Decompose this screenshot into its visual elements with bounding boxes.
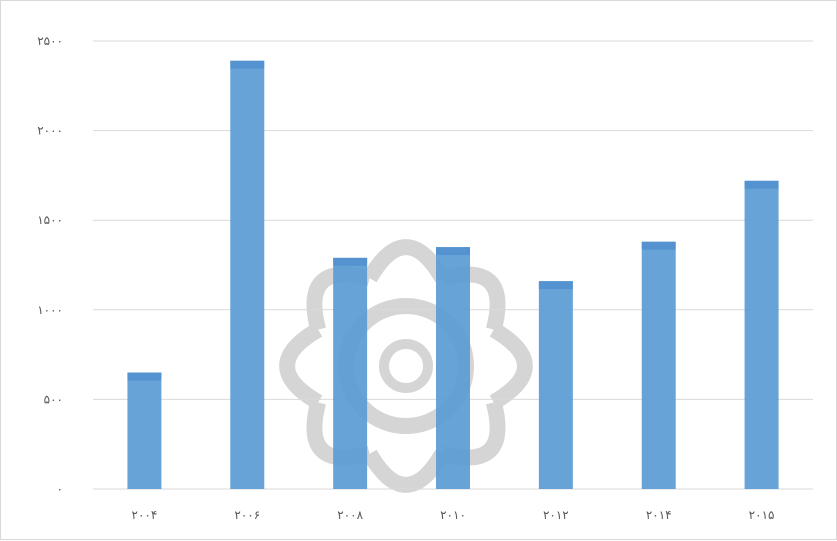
bar-1 xyxy=(230,60,265,489)
watermark-logo xyxy=(279,239,533,493)
watermark-center xyxy=(379,339,433,393)
bar-rect xyxy=(127,372,162,489)
bar-rect xyxy=(641,241,676,489)
y-tick-label: ۲۵۰۰ xyxy=(37,34,63,48)
y-tick-label: ۰ xyxy=(57,482,63,496)
gridlines xyxy=(93,40,813,490)
x-tick-label: ۲۰۱۰ xyxy=(440,508,466,522)
bars xyxy=(127,60,779,489)
bar-top-shade xyxy=(538,281,573,290)
watermark-petal xyxy=(489,322,533,410)
bar-0 xyxy=(127,372,162,489)
bar-rect xyxy=(744,180,779,489)
watermark-petal xyxy=(362,239,450,283)
bar-rect xyxy=(538,281,573,489)
watermark-petal xyxy=(362,449,450,493)
x-tick-label: ۲۰۱۴ xyxy=(646,508,672,522)
bar-5 xyxy=(641,241,676,489)
bar-rect xyxy=(230,60,265,489)
bar-4 xyxy=(538,281,573,489)
watermark-petal xyxy=(279,322,323,410)
y-tick-label: ۲۰۰۰ xyxy=(37,124,63,138)
bar-rect xyxy=(333,257,368,489)
y-tick-label: ۱۰۰۰ xyxy=(37,303,63,317)
bar-top-shade xyxy=(436,247,470,256)
bar-top-shade xyxy=(127,372,162,381)
x-axis-ticks: ۲۰۰۴ ۲۰۰۶ ۲۰۰۸ ۲۰۱۰ ۲۰۱۲ ۲۰۱۴ ۲۰۱۵ xyxy=(132,508,775,522)
watermark-rosette xyxy=(279,239,533,493)
bar-rect xyxy=(436,247,470,489)
x-tick-label: ۲۰۱۵ xyxy=(749,508,775,522)
y-axis-ticks: ۰ ۵۰۰ ۱۰۰۰ ۱۵۰۰ ۲۰۰۰ ۲۵۰۰ xyxy=(37,34,63,496)
bar-top-shade xyxy=(333,257,368,266)
bar-2 xyxy=(333,257,368,489)
x-tick-label: ۲۰۱۲ xyxy=(543,508,569,522)
x-tick-label: ۲۰۰۶ xyxy=(234,508,260,522)
y-tick-label: ۱۵۰۰ xyxy=(37,213,63,227)
bar-3 xyxy=(436,247,470,489)
x-tick-label: ۲۰۰۸ xyxy=(337,508,363,522)
y-tick-label: ۵۰۰ xyxy=(44,392,63,406)
bar-top-shade xyxy=(230,60,265,69)
bar-6 xyxy=(744,180,779,489)
bar-top-shade xyxy=(744,180,779,189)
bar-top-shade xyxy=(641,241,676,250)
x-tick-label: ۲۰۰۴ xyxy=(132,508,158,522)
